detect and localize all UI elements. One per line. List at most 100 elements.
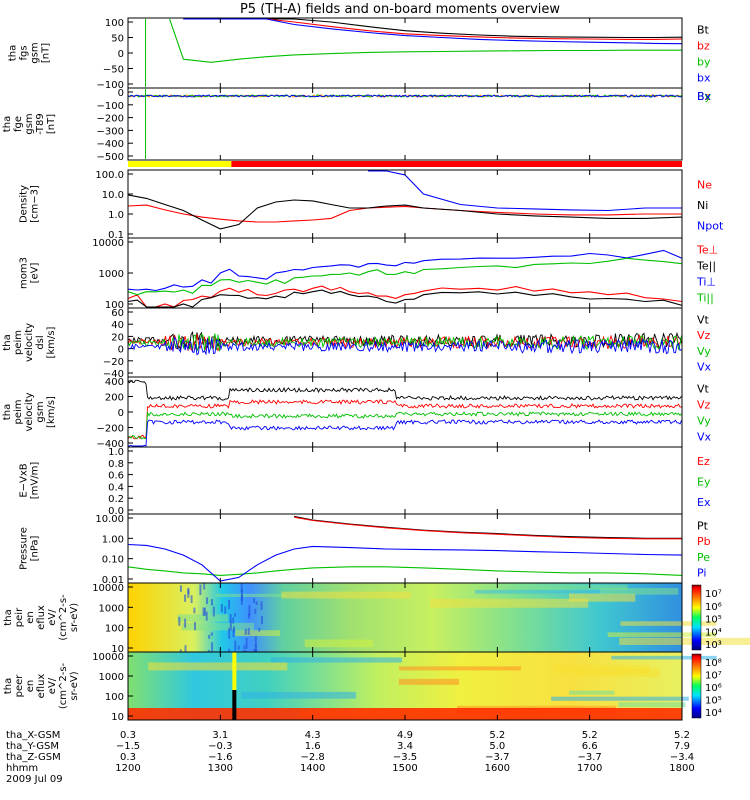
heatmap-speckle [203,583,206,590]
legend-entry: Ne [697,178,712,191]
panel-8: Pressure [nPa] 10.00 1.00 0.10 0.01 Pt Pb Pe Pi [19,513,711,586]
heatmap-band [177,614,229,622]
y-axis-label-line: en [25,611,36,624]
y-tick-label: 0 [118,49,124,60]
x-axis-value: −2.8 [301,752,325,763]
y-axis-label-line: en [25,680,36,693]
y-axis-label-line: [km/s] [46,396,57,428]
heatmap-band [215,593,287,598]
series-line-ne [127,204,682,223]
y-tick-label: 0.4 [108,482,124,493]
legend-entry: Ni [697,199,708,212]
y-axis-label-line: Pressure [19,527,30,570]
x-axis-value: −1.6 [208,752,232,763]
y-axis-label-line: velocity [24,392,35,431]
y-tick-label: 60 [111,308,124,319]
y-tick-label: 0.2 [108,494,124,505]
heatmap-speckle [232,628,235,638]
panel-4: mom3 [eV] 10000 1000 100 Te⊥ Te|| Ti⊥ Ti|| [19,237,718,311]
y-axis-label: tha fgs gsm [nT] [8,42,52,63]
panel-2: tha fge gsm -T89 [nT] 0 −100 −200−300 −400 −500 Bz… [2,87,712,163]
y-axis-label-line: [km/s] [46,326,57,358]
heatmap-band [430,598,589,608]
y-tick-label: 1000 [99,269,124,280]
panel-frame [127,446,683,515]
series-line-by [169,18,682,63]
legend-entry: Te⊥ [696,244,718,257]
y-tick-label: 0.10 [102,555,124,566]
date-label: 2009 Jul 09 [6,774,63,785]
legend-entry: Npot [697,220,724,233]
legend-entry: Vy [697,415,711,428]
series-trace [127,94,682,98]
heatmap-band [399,666,521,671]
y-tick-label: 1.0 [108,210,124,221]
y-tick-label: −500 [97,152,124,163]
colorbar-tick-label: 10⁵ [705,615,722,626]
colorbar-tick-label: 10⁴ [705,708,722,719]
legend-entry: Bx [697,90,712,103]
y-axis-label: tha peim velocity gsm [km/s] [2,392,57,431]
heatmap-speckle [253,648,256,652]
y-axis-label-line: tha [2,334,13,350]
y-axis-label: E−VxB [mV/m] [19,462,41,500]
series-trace [127,379,682,401]
y-tick-label: −200 [97,114,124,125]
y-axis-label: tha peer en eflux eV/(cm^2-s-sr-eV) [3,662,80,709]
y-tick-label: 0.6 [108,471,124,482]
heatmap-speckle [253,597,256,603]
heatmap-band [148,662,288,671]
y-axis-label-line: mom3 [19,257,30,289]
x-axis-value: 7.9 [674,741,690,752]
heatmap-band [620,621,717,626]
x-axis-row-label: tha_Z-GSM [6,752,61,763]
y-tick-label: 1000 [99,603,124,614]
y-axis-label-line: [nPa] [30,535,41,561]
y-tick-label: −400 [97,139,124,150]
colorbar [691,653,702,719]
heatmap-speckle [243,645,246,650]
heatmap-speckle [187,589,190,595]
heatmap-band [553,665,650,674]
legend-entry: Vz [697,399,711,412]
y-tick-label: 100 [105,692,124,703]
heatmap-speckle [179,585,182,592]
colorbar-tick-label: 10⁷ [705,589,722,600]
heatmap-band [574,671,618,677]
x-axis-value: −3.5 [393,752,417,763]
y-axis-label-line: gsm [24,113,35,134]
y-axis-label: tha fge gsm -T89 [nT] [2,113,57,135]
y-tick-label: 1.0 [108,447,124,458]
y-tick-label: 100 [105,624,124,635]
y-tick-label: 0 [118,345,124,356]
y-axis-label-line: tha [2,404,13,420]
y-tick-label: 0 [118,88,124,99]
y-tick-label: 10 [111,712,124,723]
y-axis-label-line: [nT] [46,114,57,134]
heatmap-speckle [245,637,248,649]
colorbar-tick-label: 10⁸ [705,658,722,669]
heatmap-speckle [228,627,231,639]
y-axis-label: Density [cm−3] [19,185,41,223]
series-line-te [127,285,683,308]
panel-frame [127,376,683,448]
y-tick-label: 100 [105,300,124,311]
y-axis-label: mom3 [eV] [19,257,41,289]
legend-entry: Vz [697,329,711,342]
heatmap-speckle [254,608,257,614]
heatmap-speckle [184,618,187,628]
status-bar-yellow [128,161,232,167]
heatmap-band [618,702,686,708]
y-tick-label: −50 [103,65,124,76]
legend-entry: Vt [697,383,710,396]
legend-entry: Vt [697,313,710,326]
heatmap-speckle [190,595,193,604]
y-axis-label-line: sr-eV) [69,671,80,700]
y-tick-label: 100 [105,18,124,29]
heatmap-band [611,655,717,660]
y-axis-label-line: [mV/m] [30,462,41,500]
colorbar-tick-label: 10⁷ [705,671,722,682]
heatmap-band [235,630,281,637]
legend-entry: Ti⊥ [696,276,716,289]
legend-entry: Ez [697,455,710,468]
